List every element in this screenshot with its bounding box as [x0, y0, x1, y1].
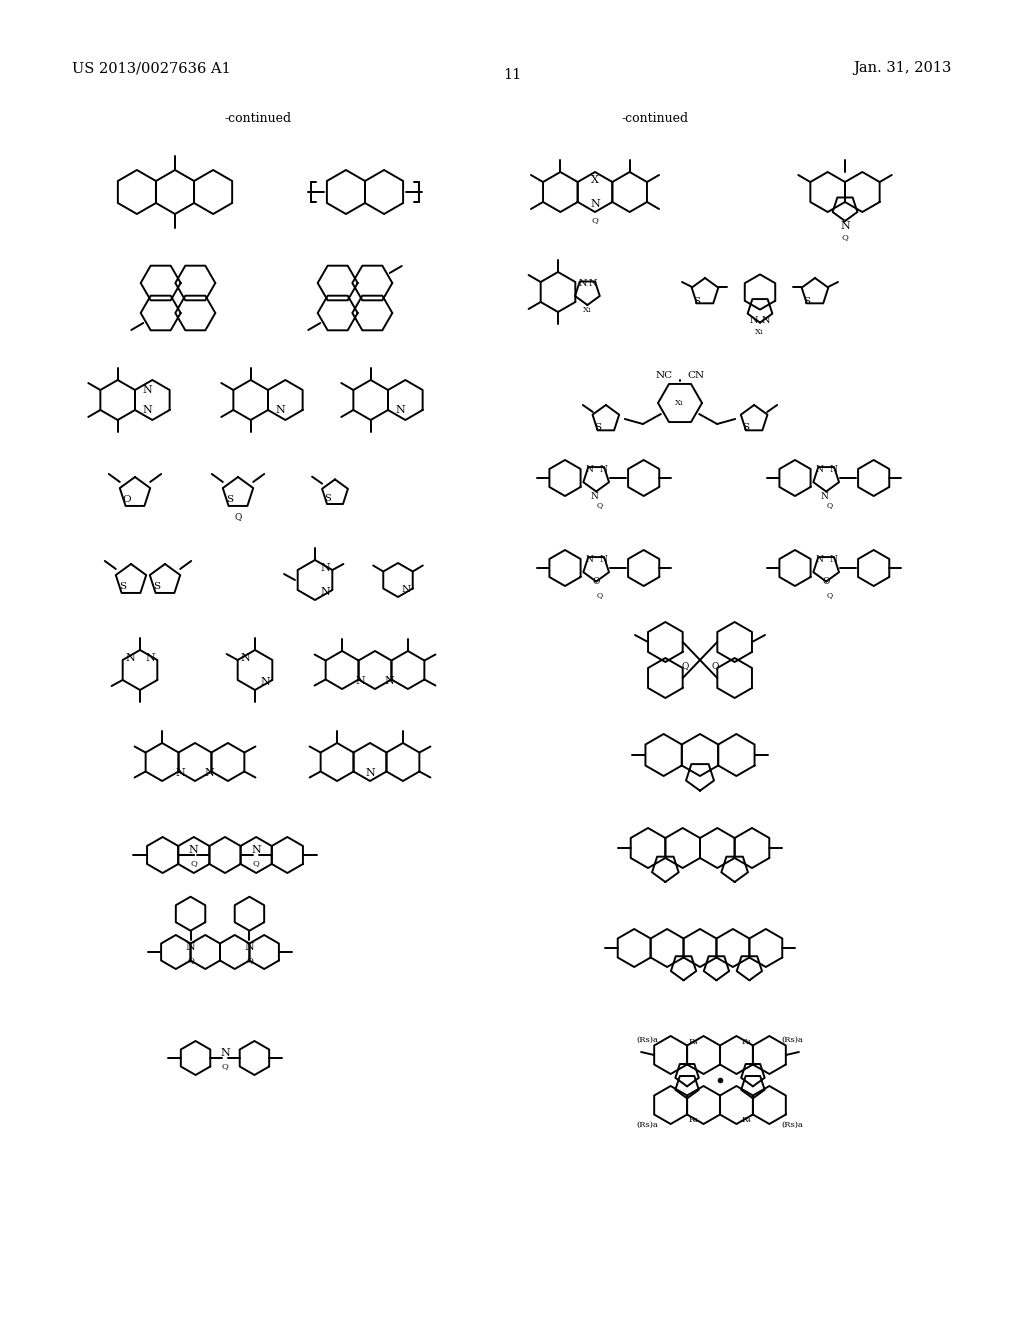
Text: (Rs)a: (Rs)a — [781, 1121, 804, 1129]
Text: N: N — [599, 465, 607, 474]
Text: X₁: X₁ — [583, 306, 592, 314]
Text: Q: Q — [592, 216, 598, 224]
Text: Q: Q — [234, 512, 242, 521]
Text: (Rs)a: (Rs)a — [637, 1121, 658, 1129]
Text: N: N — [142, 405, 153, 414]
Text: Q: Q — [253, 859, 260, 867]
Text: N: N — [815, 554, 823, 564]
Text: X₁: X₁ — [756, 327, 765, 335]
Text: N: N — [402, 585, 411, 594]
Text: 11: 11 — [503, 69, 521, 82]
Text: S: S — [153, 582, 160, 591]
Text: N: N — [176, 768, 185, 777]
Text: N: N — [750, 315, 758, 325]
Text: N: N — [321, 586, 330, 597]
Text: CN: CN — [687, 371, 705, 380]
Text: R₄: R₄ — [689, 1038, 698, 1045]
Text: Q: Q — [681, 661, 689, 671]
Text: N: N — [366, 768, 375, 777]
Text: -continued: -continued — [224, 111, 292, 124]
Text: N: N — [251, 845, 261, 855]
Text: N: N — [321, 564, 330, 573]
Text: N: N — [585, 554, 593, 564]
Text: X: X — [591, 176, 599, 185]
Text: R₄: R₄ — [741, 1038, 752, 1045]
Text: Q: Q — [246, 956, 253, 964]
Text: N: N — [145, 653, 155, 664]
Text: N: N — [220, 1048, 229, 1059]
Text: N: N — [355, 676, 366, 686]
Text: N: N — [275, 405, 286, 414]
Text: N: N — [820, 492, 828, 502]
Text: N: N — [585, 465, 593, 474]
Text: -continued: -continued — [622, 111, 688, 124]
Text: Jan. 31, 2013: Jan. 31, 2013 — [854, 61, 952, 75]
Text: N: N — [588, 280, 597, 289]
Text: X₁: X₁ — [676, 399, 685, 407]
Text: N: N — [395, 405, 406, 414]
Text: S: S — [742, 424, 750, 433]
Text: S: S — [594, 424, 601, 433]
Text: Q: Q — [826, 502, 833, 510]
Text: N: N — [840, 220, 850, 231]
Text: N: N — [591, 492, 598, 502]
Text: S: S — [119, 582, 126, 591]
Text: R₄: R₄ — [741, 1115, 752, 1125]
Text: (Rs)a: (Rs)a — [637, 1036, 658, 1044]
Text: N: N — [125, 653, 135, 664]
Text: R₄: R₄ — [689, 1115, 698, 1125]
Text: Q: Q — [221, 1063, 228, 1071]
Text: N: N — [245, 942, 254, 952]
Text: N: N — [260, 677, 270, 686]
Text: Q: Q — [187, 956, 194, 964]
Text: N: N — [829, 554, 838, 564]
Text: N: N — [205, 768, 214, 777]
Text: O: O — [122, 495, 130, 504]
Text: Q: Q — [826, 591, 833, 599]
Text: N: N — [579, 280, 587, 289]
Text: S: S — [325, 494, 331, 503]
Text: S: S — [693, 297, 700, 305]
Text: O: O — [822, 577, 829, 586]
Text: N: N — [590, 198, 600, 209]
Text: Q: Q — [597, 591, 603, 599]
Text: NC: NC — [655, 371, 673, 380]
Text: (Rs)a: (Rs)a — [781, 1036, 804, 1044]
Text: S: S — [804, 297, 811, 305]
Text: N: N — [385, 676, 394, 686]
Text: Q: Q — [842, 234, 849, 242]
Text: N: N — [599, 554, 607, 564]
Text: O: O — [593, 577, 600, 586]
Text: S: S — [225, 495, 232, 504]
Text: US 2013/0027636 A1: US 2013/0027636 A1 — [72, 61, 230, 75]
Text: N: N — [240, 653, 250, 664]
Text: N: N — [829, 465, 838, 474]
Text: N: N — [762, 315, 770, 325]
Text: Q: Q — [190, 859, 198, 867]
Text: Q: Q — [712, 661, 719, 671]
Text: N: N — [185, 942, 196, 952]
Text: Q: Q — [597, 502, 603, 510]
Text: N: N — [189, 845, 199, 855]
Text: N: N — [142, 385, 153, 395]
Text: N: N — [815, 465, 823, 474]
